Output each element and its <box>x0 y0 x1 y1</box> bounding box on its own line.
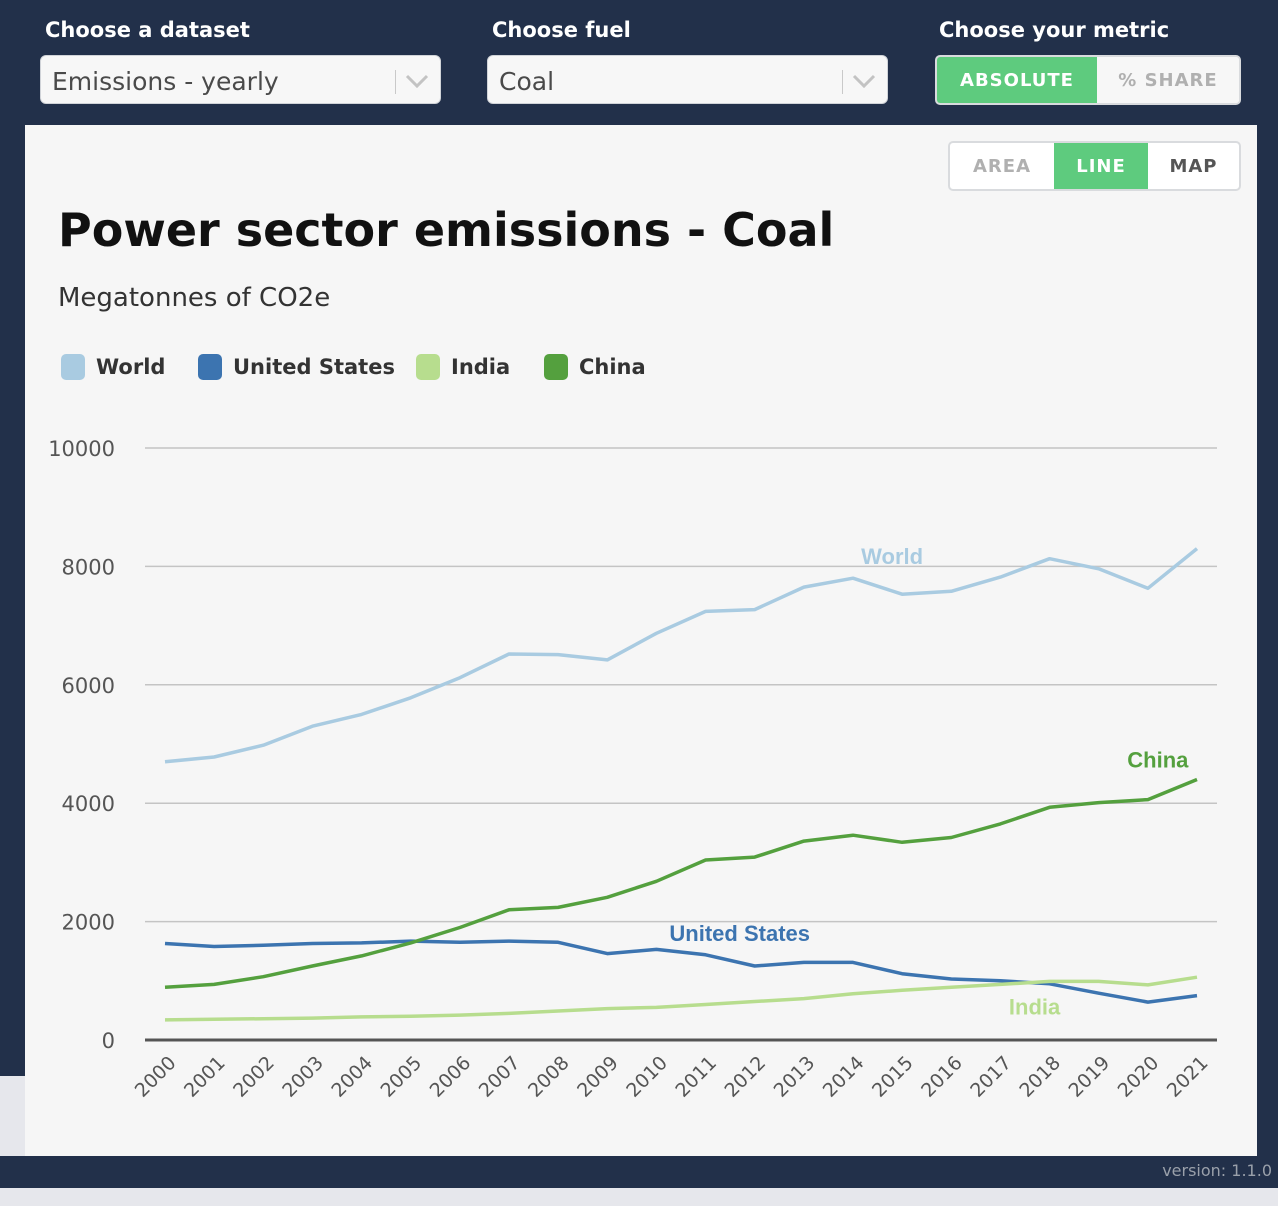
x-tick-label: 2009 <box>573 1052 623 1102</box>
select-separator <box>395 70 396 94</box>
legend-item-china[interactable]: China <box>544 354 646 380</box>
series-label-china: China <box>1127 748 1189 773</box>
y-tick-label: 8000 <box>62 555 115 579</box>
metric-absolute-button[interactable]: ABSOLUTE <box>937 57 1097 103</box>
x-tick-label: 2004 <box>327 1052 377 1102</box>
series-label-india: India <box>1009 994 1061 1019</box>
series-line-united-states <box>164 939 1198 1004</box>
legend-swatch <box>61 354 85 380</box>
x-tick-label: 2005 <box>376 1052 426 1102</box>
version-text: version: 1.1.0 <box>1162 1161 1272 1180</box>
view-line-button[interactable]: LINE <box>1054 143 1148 189</box>
chart-title: Power sector emissions - Coal <box>58 203 835 257</box>
series-label-united-states: United States <box>669 921 810 946</box>
series-line-world <box>164 547 1199 764</box>
x-tick-label: 2011 <box>671 1052 721 1102</box>
y-tick-label: 2000 <box>62 911 115 935</box>
dataset-select[interactable]: Emissions - yearly <box>40 55 441 104</box>
chart-subtitle: Megatonnes of CO2e <box>58 283 331 313</box>
fuel-label: Choose fuel <box>492 18 631 42</box>
x-tick-label: 2006 <box>426 1052 476 1102</box>
x-tick-label: 2016 <box>917 1052 967 1102</box>
dataset-select-value: Emissions - yearly <box>52 67 279 96</box>
legend-swatch <box>544 354 568 380</box>
y-tick-label: 10000 <box>48 437 115 461</box>
x-tick-label: 2010 <box>622 1052 672 1102</box>
x-tick-label: 2013 <box>770 1052 820 1102</box>
view-toggle: AREA LINE MAP <box>948 141 1241 191</box>
metric-label: Choose your metric <box>939 18 1170 42</box>
x-tick-label: 2015 <box>868 1052 918 1102</box>
fuel-select[interactable]: Coal <box>487 55 888 104</box>
x-tick-label: 2002 <box>229 1052 279 1102</box>
x-tick-label: 2012 <box>720 1052 770 1102</box>
legend-label: India <box>451 355 511 379</box>
x-tick-label: 2000 <box>131 1052 181 1102</box>
series-label-world: World <box>861 544 923 569</box>
x-tick-label: 2008 <box>524 1052 574 1102</box>
x-tick-label: 2003 <box>278 1052 328 1102</box>
metric-toggle: ABSOLUTE % SHARE <box>935 55 1241 105</box>
fuel-select-value: Coal <box>499 67 555 96</box>
y-tick-label: 0 <box>102 1029 115 1053</box>
legend-swatch <box>416 354 440 380</box>
chevron-down-icon[interactable] <box>852 74 876 88</box>
series-line-india <box>164 975 1198 1022</box>
view-map-button[interactable]: MAP <box>1169 155 1218 177</box>
legend-label: World <box>96 355 166 379</box>
legend-label: China <box>579 355 646 379</box>
dataset-label: Choose a dataset <box>45 18 250 42</box>
x-tick-label: 2007 <box>475 1052 525 1102</box>
series-line-china <box>164 777 1198 990</box>
y-tick-label: 4000 <box>62 792 115 816</box>
x-tick-label: 2018 <box>1015 1052 1065 1102</box>
y-tick-label: 6000 <box>62 674 115 698</box>
x-tick-label: 2001 <box>180 1052 230 1102</box>
metric-share-button[interactable]: % SHARE <box>1097 57 1239 103</box>
legend-item-india[interactable]: India <box>416 354 510 380</box>
chevron-down-icon[interactable] <box>405 74 429 88</box>
x-tick-label: 2019 <box>1064 1052 1114 1102</box>
x-tick-label: 2020 <box>1114 1052 1164 1102</box>
legend-item-united-states[interactable]: United States <box>198 354 395 380</box>
legend-swatch <box>198 354 222 380</box>
x-tick-label: 2014 <box>819 1052 869 1102</box>
select-separator <box>842 70 843 94</box>
legend-label: United States <box>233 355 395 379</box>
x-tick-label: 2017 <box>966 1052 1016 1102</box>
x-tick-label: 2021 <box>1163 1052 1213 1102</box>
view-area-button[interactable]: AREA <box>972 155 1032 177</box>
page-gutter <box>0 1076 25 1156</box>
legend-item-world[interactable]: World <box>61 354 165 380</box>
